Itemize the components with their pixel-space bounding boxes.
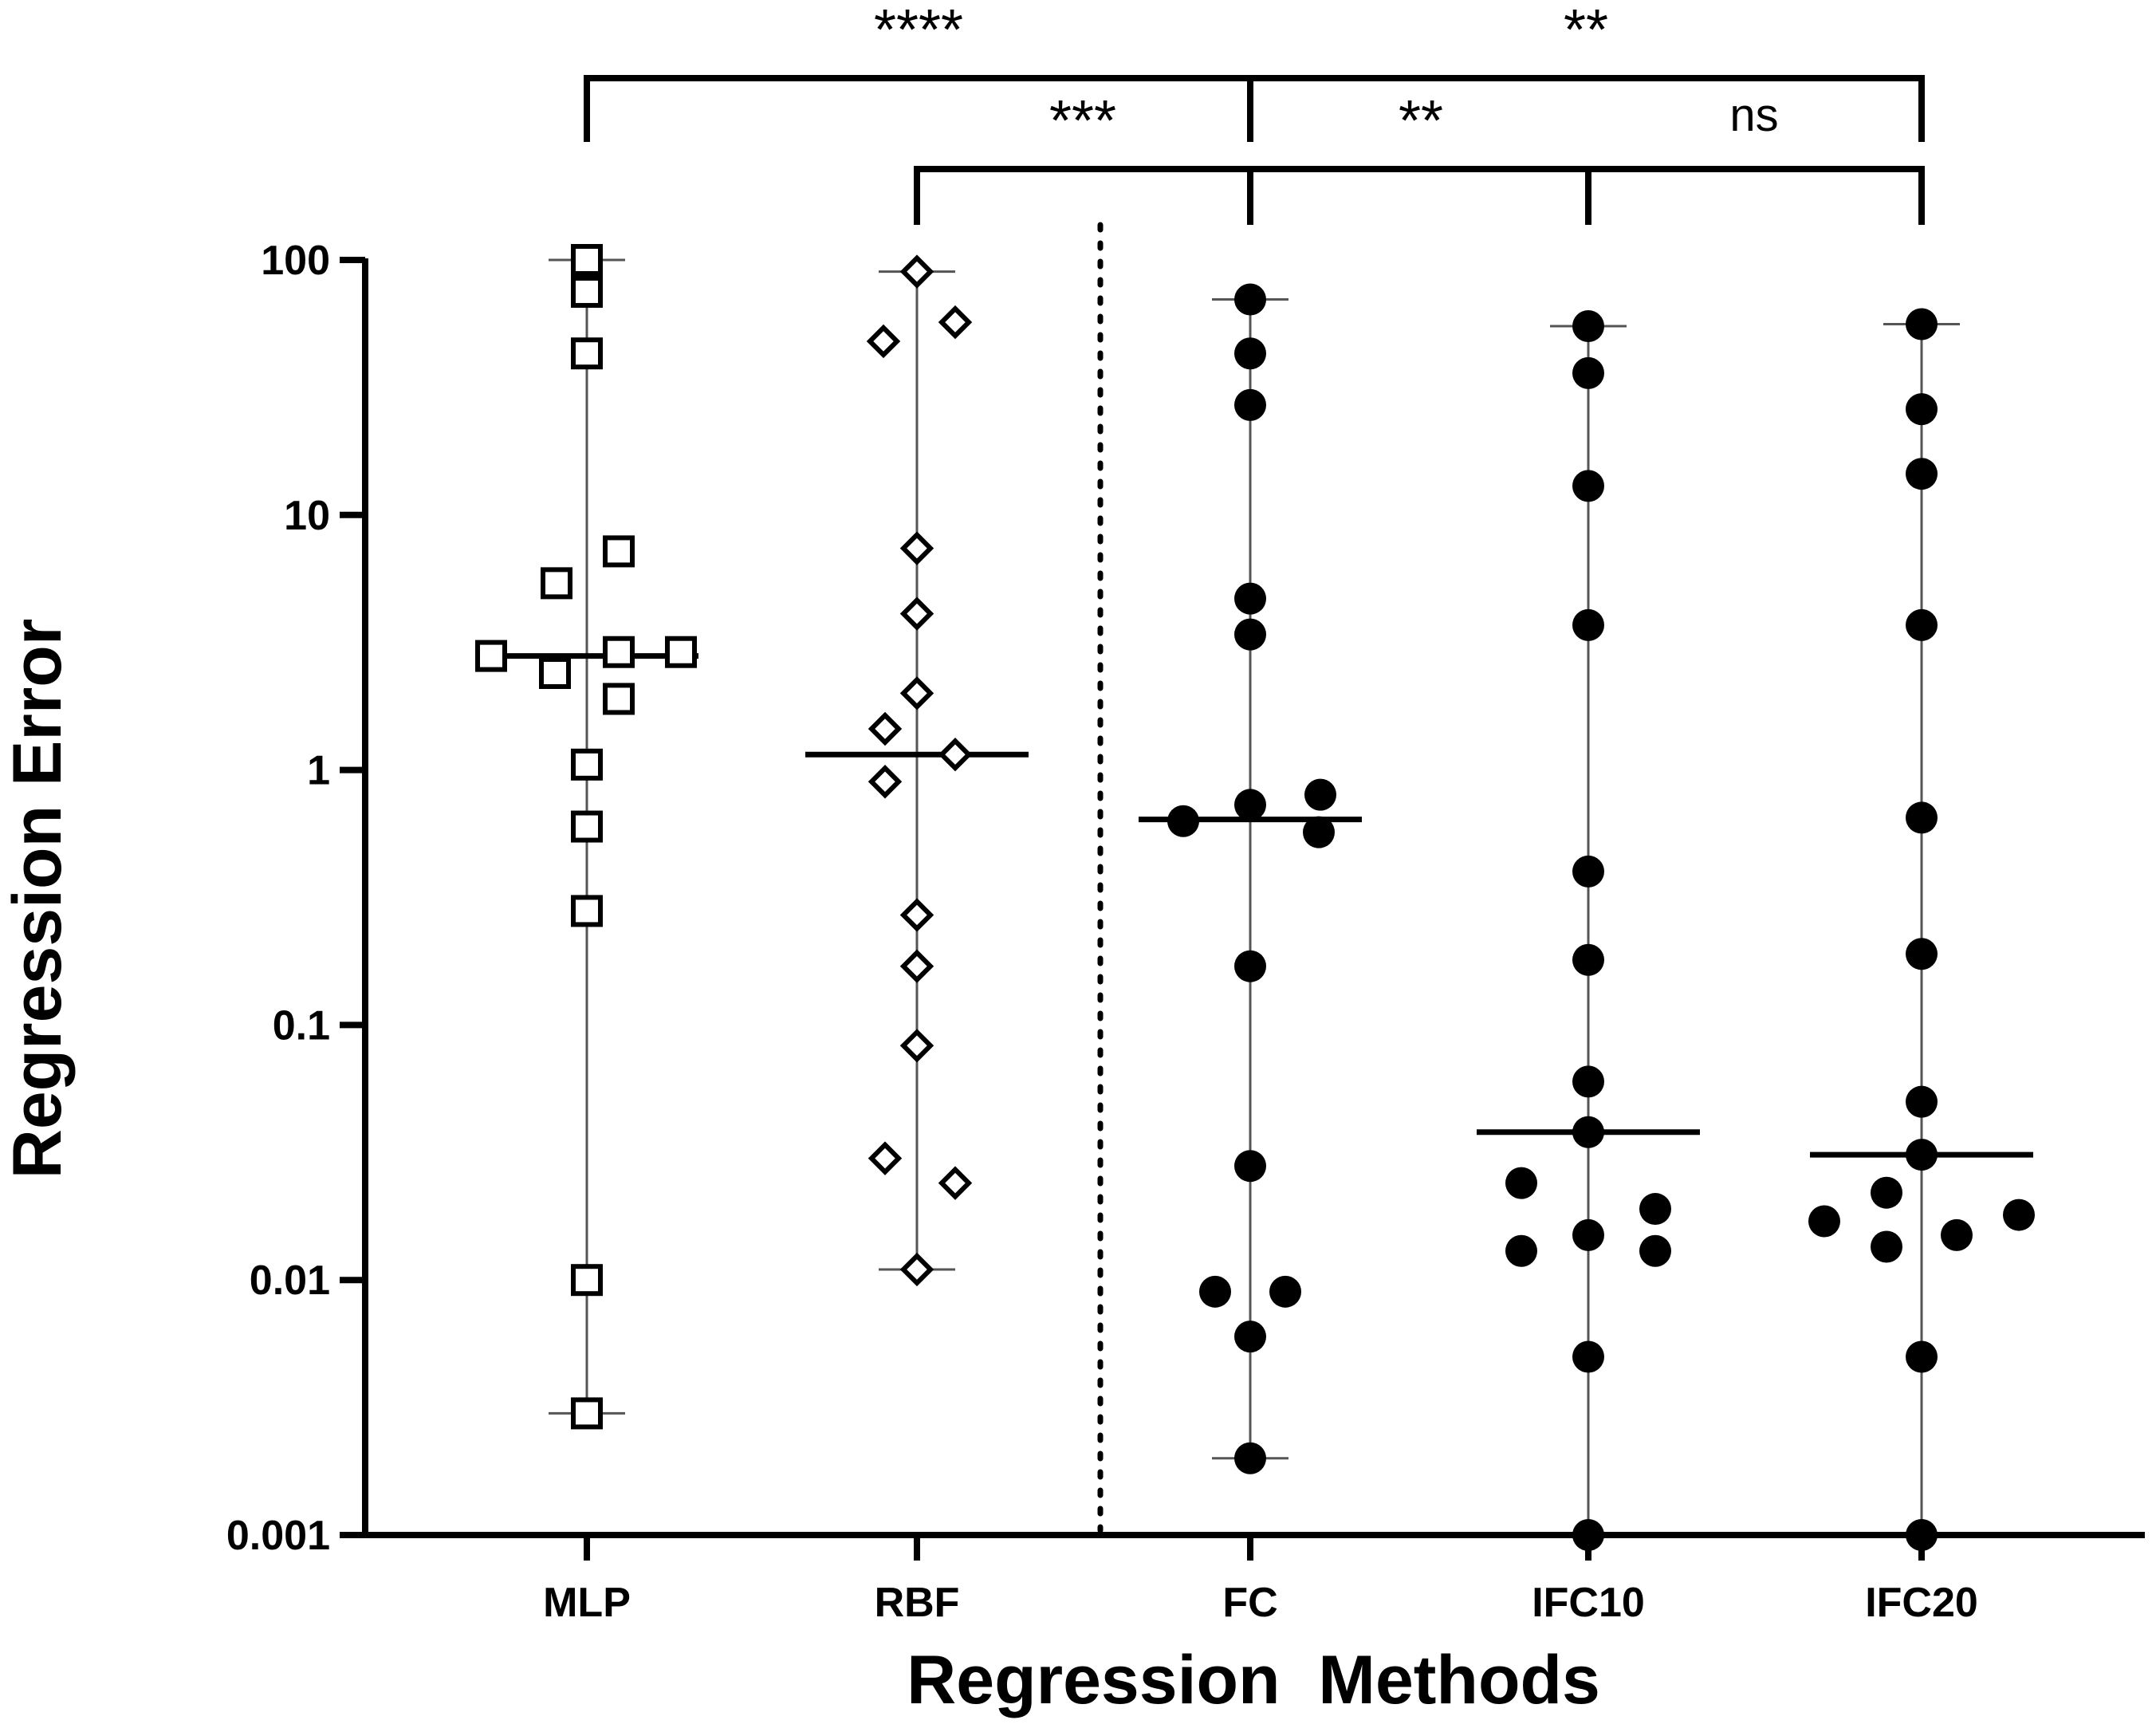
fc-point xyxy=(1234,283,1266,316)
ifc10-point xyxy=(1639,1234,1671,1267)
rbf-point xyxy=(938,737,973,772)
rbf-point xyxy=(938,305,973,340)
ifc10-point xyxy=(1572,356,1604,389)
fc-point xyxy=(1234,618,1266,651)
ifc10-point xyxy=(1572,1218,1604,1251)
fc-point xyxy=(1199,1275,1231,1308)
y-tick-label: 0.001 xyxy=(226,1513,330,1559)
ifc20-point xyxy=(1941,1218,1973,1251)
significance-label: ns xyxy=(1729,89,1778,141)
significance-brackets: **** ***** ** ns xyxy=(584,0,1925,225)
mlp-point xyxy=(571,275,603,308)
significance-label: ** xyxy=(1564,0,1608,62)
rbf-point xyxy=(868,711,903,746)
mlp-point xyxy=(475,640,507,672)
ifc20-point xyxy=(1871,1230,1902,1263)
mlp-point xyxy=(665,636,697,668)
mlp-point xyxy=(571,1264,603,1297)
ifc10-point xyxy=(1572,310,1604,343)
rbf-point xyxy=(868,1141,903,1175)
x-axis-title: Regression Methods xyxy=(907,1642,1600,1718)
fc-point xyxy=(1234,582,1266,615)
mlp-point xyxy=(571,1397,603,1430)
x-tick-label: FC xyxy=(1222,1580,1277,1626)
ifc10-point xyxy=(1639,1193,1671,1226)
significance-label: *** xyxy=(1049,89,1116,153)
rbf-point xyxy=(899,254,934,289)
fc-point xyxy=(1234,388,1266,421)
fc-point xyxy=(1234,337,1266,370)
ifc10-point xyxy=(1572,608,1604,641)
x-tick-label: MLP xyxy=(543,1580,631,1626)
data-points xyxy=(475,244,2035,1551)
ifc10-point xyxy=(1572,1116,1604,1148)
ifc20-point xyxy=(1871,1176,1902,1209)
mlp-point xyxy=(571,810,603,843)
range-lines xyxy=(475,258,2033,1535)
ifc10-point xyxy=(1572,855,1604,888)
ifc20-point xyxy=(1906,1340,1938,1373)
mlp-point xyxy=(603,683,635,715)
ifc20-point xyxy=(1906,938,1938,970)
ifc20-point xyxy=(2003,1199,2035,1231)
axes: 100 10 1 0.1 0.01 0.001 MLP RBF FC IFC10 IFC20 xyxy=(226,222,2145,1626)
y-tick-label: 0.01 xyxy=(250,1258,330,1304)
y-tick-label: 0.1 xyxy=(273,1002,330,1049)
fc-point xyxy=(1167,805,1199,837)
rbf-point xyxy=(899,1029,934,1063)
rbf-point xyxy=(899,1252,934,1287)
fc-point xyxy=(1303,816,1335,848)
rbf-point xyxy=(899,898,934,932)
fc-point xyxy=(1234,1150,1266,1183)
ifc10-point xyxy=(1572,1340,1604,1373)
y-axis-title: Regression Error xyxy=(0,619,76,1179)
ifc10-point xyxy=(1572,470,1604,502)
mlp-point xyxy=(539,657,571,690)
x-tick-label: IFC10 xyxy=(1532,1580,1645,1626)
mlp-point xyxy=(571,895,603,927)
x-tick-label: RBF xyxy=(875,1580,960,1626)
ifc10-point xyxy=(1572,943,1604,976)
ifc20-point xyxy=(1906,1085,1938,1118)
ifc20-point xyxy=(1906,308,1938,340)
rbf-point xyxy=(899,676,934,710)
ifc20-point xyxy=(1906,458,1938,490)
fc-point xyxy=(1269,1275,1301,1308)
fc-point xyxy=(1234,950,1266,982)
mlp-point xyxy=(571,748,603,781)
rbf-point xyxy=(899,949,934,983)
mlp-point xyxy=(603,535,635,568)
ifc20-point xyxy=(1906,1139,1938,1171)
ifc20-point xyxy=(1906,393,1938,426)
ifc20-point xyxy=(1906,608,1938,641)
rbf-point xyxy=(866,324,901,359)
ifc10-point xyxy=(1572,1065,1604,1098)
mlp-point xyxy=(603,636,635,668)
ifc20-point xyxy=(1906,801,1938,834)
y-tick-label: 1 xyxy=(307,748,330,794)
rbf-point xyxy=(938,1166,973,1200)
fc-point xyxy=(1234,789,1266,821)
fc-point xyxy=(1234,1321,1266,1353)
rbf-point xyxy=(899,596,934,631)
x-tick-label: IFC20 xyxy=(1865,1580,1978,1626)
mlp-point xyxy=(541,567,572,600)
rbf-point xyxy=(868,765,903,799)
significance-label: **** xyxy=(874,0,963,62)
ifc10-point xyxy=(1505,1167,1537,1199)
ifc10-point xyxy=(1505,1234,1537,1267)
y-tick-label: 100 xyxy=(261,238,330,284)
fc-point xyxy=(1304,778,1336,811)
rbf-point xyxy=(899,531,934,565)
y-tick-label: 10 xyxy=(284,493,330,539)
fc-point xyxy=(1234,1442,1266,1474)
mlp-point xyxy=(571,337,603,370)
mlp-point xyxy=(571,244,603,276)
ifc20-point xyxy=(1808,1205,1840,1238)
significance-label: ** xyxy=(1399,89,1443,153)
